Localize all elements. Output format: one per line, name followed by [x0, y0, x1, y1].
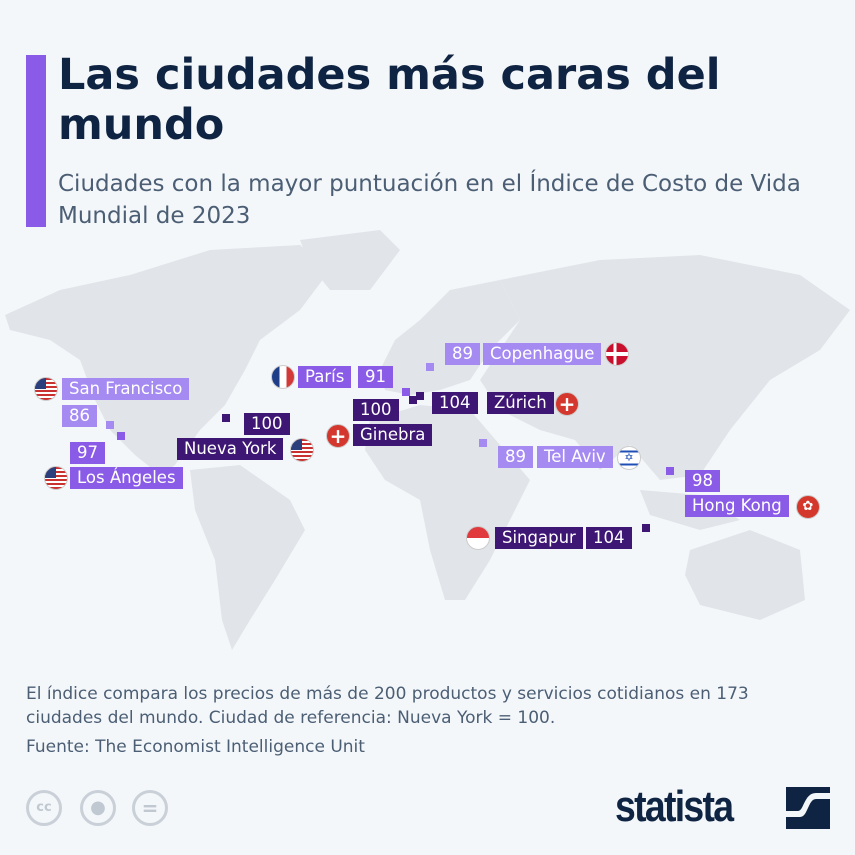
switzerland-flag-icon: + [555, 392, 579, 416]
africa [365, 405, 530, 600]
city-name-label: Zúrich [487, 392, 554, 414]
us-flag-icon [34, 377, 58, 401]
city-value-label: 89 [445, 343, 480, 365]
no-derivatives-icon[interactable]: = [132, 790, 168, 826]
us-flag-icon [44, 466, 68, 490]
city-value-label: 100 [353, 399, 399, 421]
city-name-label: Singapur [495, 527, 583, 549]
cc-text: cc [36, 800, 52, 815]
city-name-label: Copenhague [483, 343, 602, 365]
city-name-label: Hong Kong [685, 495, 789, 517]
city-marker [222, 414, 230, 422]
city-name-label: Los Ángeles [70, 467, 183, 489]
attribution-icon[interactable]: ● [80, 790, 116, 826]
north-america [5, 245, 330, 475]
statista-logo[interactable]: statista [615, 782, 734, 832]
page-subtitle: Ciudades con la mayor puntuación en el Í… [58, 171, 801, 229]
city-name-label: San Francisco [62, 378, 190, 400]
city-value-label: 86 [62, 405, 97, 427]
city-value-label: 89 [498, 446, 533, 468]
hong-kong-flag-icon: ✿ [796, 495, 820, 519]
city-marker [106, 421, 114, 429]
city-value-label: 104 [432, 392, 478, 414]
world-map [5, 230, 850, 650]
city-marker [642, 524, 650, 532]
city-marker [409, 396, 417, 404]
city-marker [117, 432, 125, 440]
city-value-label: 104 [586, 527, 632, 549]
australia [685, 530, 805, 620]
greenland [300, 230, 400, 290]
france-flag-icon [271, 365, 295, 389]
city-marker [402, 388, 410, 396]
city-value-label: 100 [244, 413, 290, 435]
city-name-label: Tel Aviv [537, 446, 613, 468]
city-marker [416, 392, 424, 400]
city-marker [479, 439, 487, 447]
city-marker [426, 363, 434, 371]
page-title: Las ciudades más caras del mundo [58, 50, 721, 150]
footnote: El índice compara los precios de más de … [26, 684, 749, 728]
city-value-label: 98 [685, 470, 720, 492]
city-name-label: Ginebra [353, 424, 433, 446]
us-flag-icon [290, 438, 314, 462]
city-name-label: Nueva York [177, 438, 284, 460]
city-marker [666, 467, 674, 475]
south-america [190, 465, 305, 650]
cc-icon[interactable]: cc [26, 790, 62, 826]
switzerland-flag-icon: + [326, 424, 350, 448]
europe [380, 280, 520, 395]
statista-logo-icon [786, 787, 830, 829]
city-name-label: París [298, 366, 352, 388]
city-value-label: 91 [358, 366, 393, 388]
city-value-label: 97 [70, 442, 105, 464]
israel-flag-icon: ✡ [617, 446, 641, 470]
accent-bar [26, 55, 46, 227]
denmark-flag-icon [605, 342, 629, 366]
asia [480, 255, 850, 480]
source: Fuente: The Economist Intelligence Unit [26, 737, 365, 757]
singapore-flag-icon [466, 526, 490, 550]
logo-text: statista [615, 782, 734, 831]
